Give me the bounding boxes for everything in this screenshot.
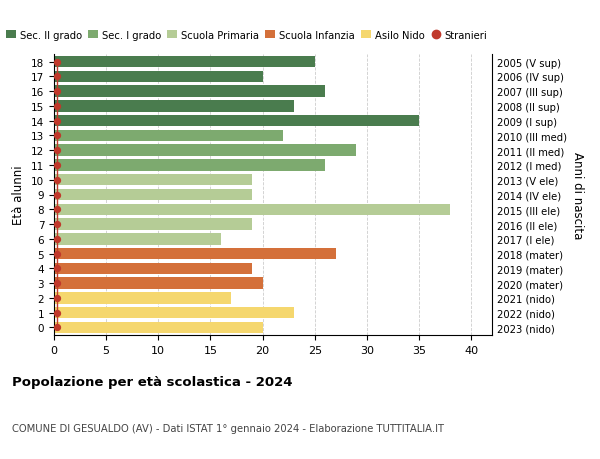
Bar (54, 219, 252, 230)
Bar (54, 248, 335, 260)
Bar (54, 278, 263, 289)
Point (52, 309, 62, 317)
Bar (54, 86, 325, 98)
Point (52, 235, 62, 243)
Bar (54, 307, 294, 319)
Point (52, 162, 62, 169)
Bar (54, 322, 263, 333)
Bar (54, 263, 252, 274)
Bar (54, 174, 252, 186)
Bar (54, 145, 356, 157)
Y-axis label: Anni di nascita: Anni di nascita (571, 151, 584, 239)
Bar (54, 57, 315, 68)
Point (52, 177, 62, 184)
Point (52, 133, 62, 140)
Bar (54, 204, 450, 216)
Bar (54, 130, 283, 142)
Bar (54, 160, 325, 171)
Point (52, 295, 62, 302)
Point (52, 250, 62, 257)
Point (52, 118, 62, 125)
Bar (54, 72, 263, 83)
Point (52, 147, 62, 155)
Bar (54, 189, 252, 201)
Y-axis label: Età alunni: Età alunni (13, 165, 25, 225)
Point (52, 88, 62, 95)
Point (52, 59, 62, 66)
Point (52, 206, 62, 213)
Point (52, 221, 62, 228)
Legend: Sec. II grado, Sec. I grado, Scuola Primaria, Scuola Infanzia, Asilo Nido, Stran: Sec. II grado, Sec. I grado, Scuola Prim… (2, 27, 491, 45)
Point (52, 191, 62, 199)
Point (52, 103, 62, 110)
Point (52, 265, 62, 273)
Point (52, 280, 62, 287)
Text: COMUNE DI GESUALDO (AV) - Dati ISTAT 1° gennaio 2024 - Elaborazione TUTTITALIA.I: COMUNE DI GESUALDO (AV) - Dati ISTAT 1° … (12, 424, 444, 433)
Point (52, 73, 62, 81)
Point (52, 324, 62, 331)
Text: Popolazione per età scolastica - 2024: Popolazione per età scolastica - 2024 (12, 375, 293, 389)
Bar (54, 234, 221, 245)
Bar (54, 101, 294, 112)
Bar (54, 116, 419, 127)
Bar (54, 292, 231, 304)
